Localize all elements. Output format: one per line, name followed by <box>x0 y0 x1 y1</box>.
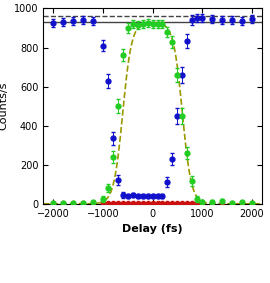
Y-axis label: Counts/s: Counts/s <box>0 82 8 130</box>
X-axis label: Delay (fs): Delay (fs) <box>122 224 183 234</box>
